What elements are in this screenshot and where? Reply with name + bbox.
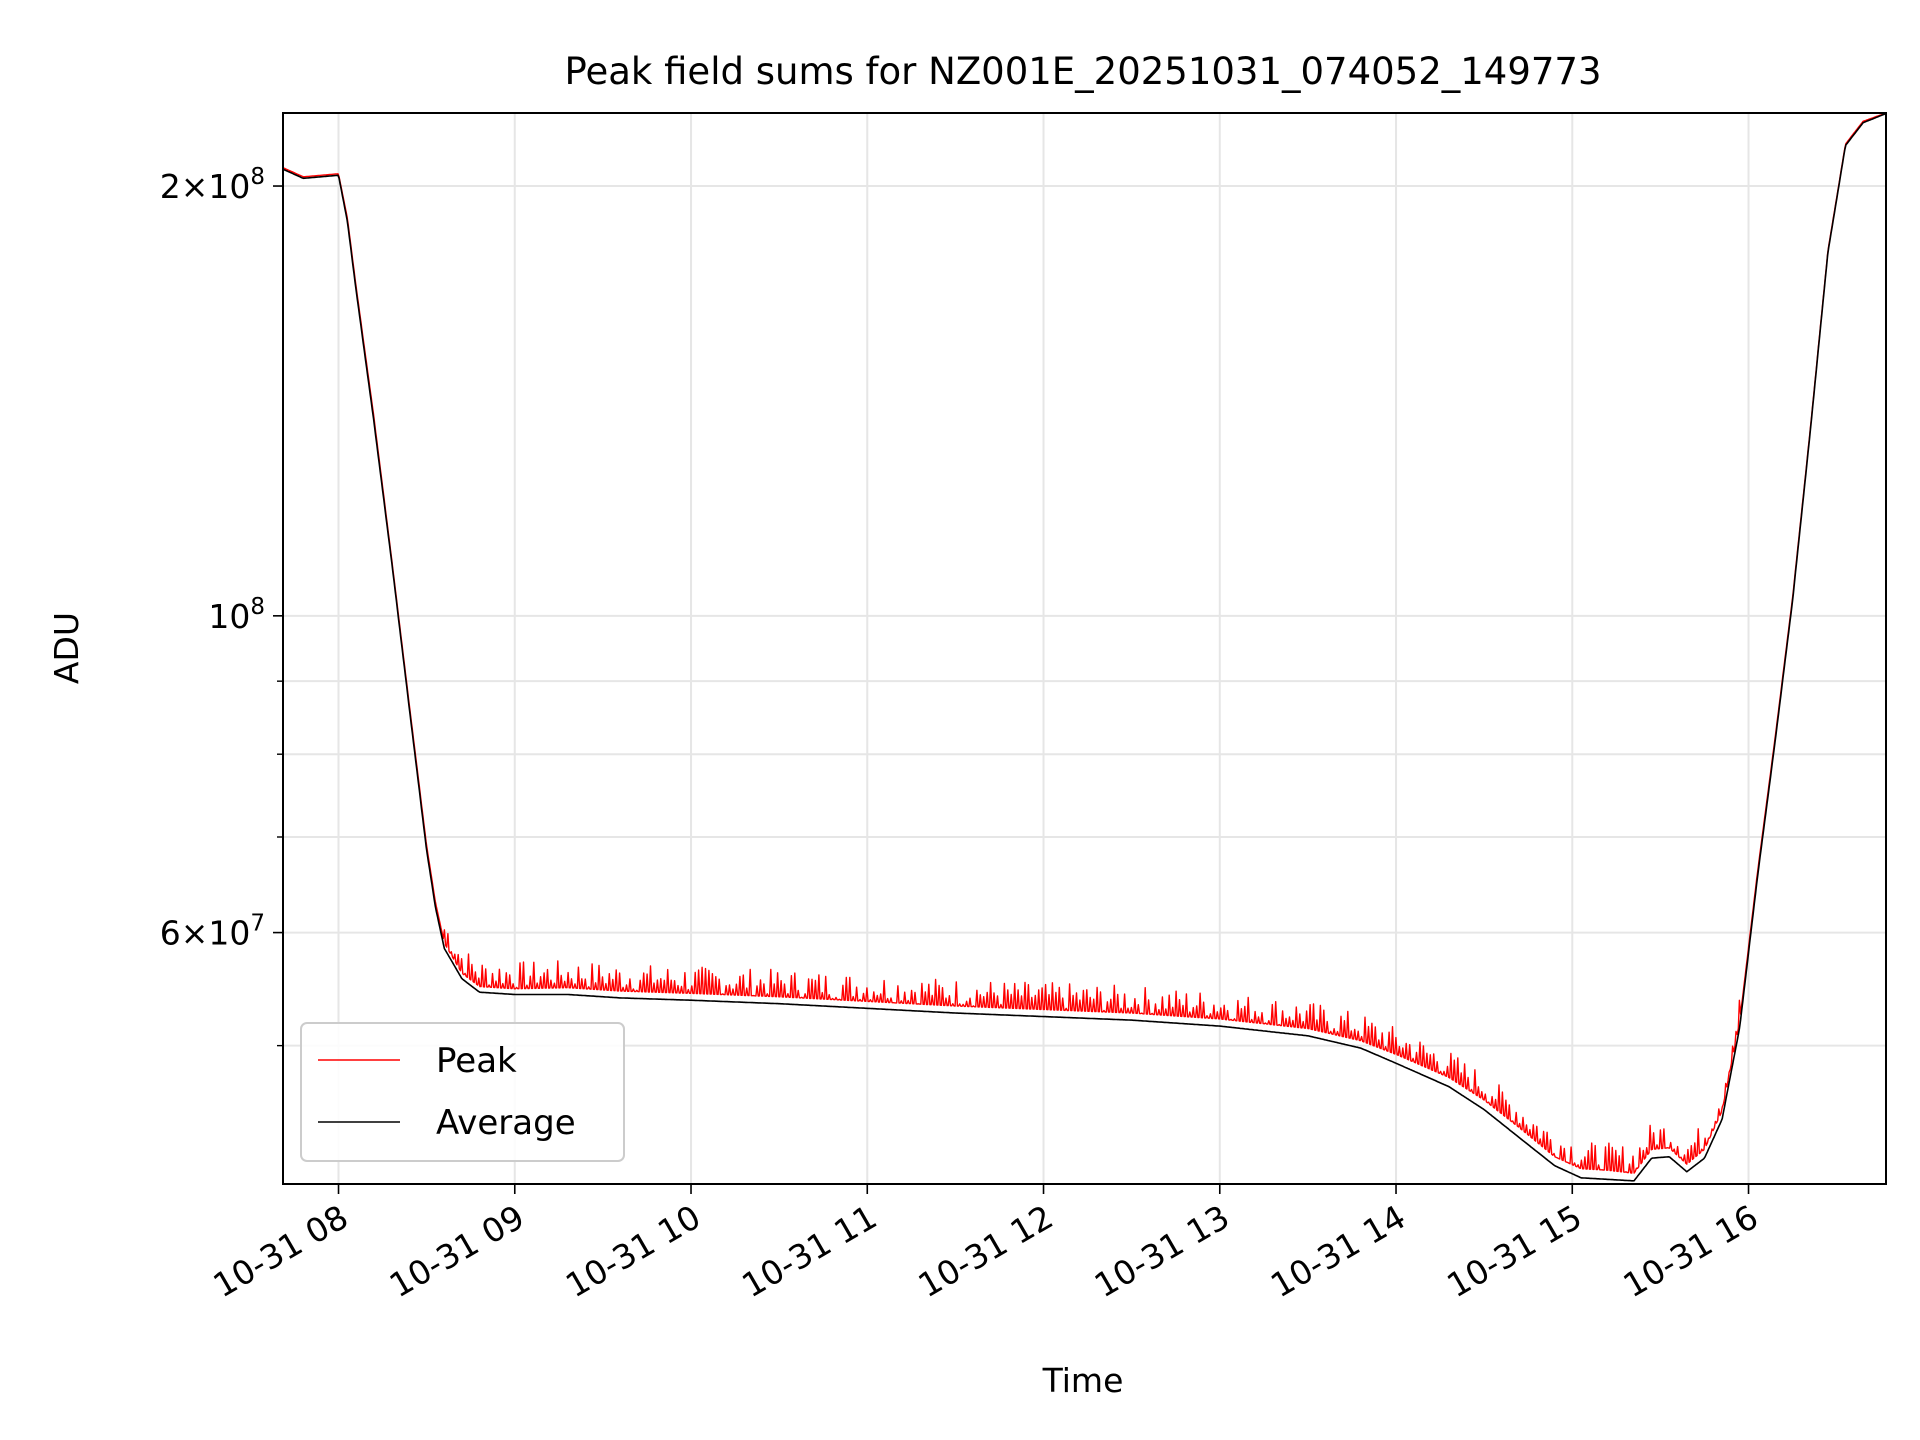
series-average-line bbox=[282, 112, 1887, 1182]
grid bbox=[283, 113, 1886, 1184]
legend: Peak Average bbox=[300, 1022, 625, 1162]
legend-peak-label: Peak bbox=[436, 1041, 517, 1081]
y-axis: 6×107 108 2×108 bbox=[160, 164, 283, 1047]
chart-title: Peak field sums for NZ001E_20251031_0740… bbox=[565, 50, 1602, 93]
legend-average-label: Average bbox=[436, 1103, 576, 1143]
series-peak-line bbox=[282, 112, 1887, 1174]
y-axis-label: ADU bbox=[47, 612, 86, 684]
series-layer bbox=[282, 112, 1887, 1182]
x-axis-label: Time bbox=[1042, 1361, 1124, 1400]
y-tick-label: 6×107 bbox=[160, 911, 265, 953]
y-tick-label: 108 bbox=[208, 594, 265, 636]
y-tick-label: 2×108 bbox=[160, 164, 265, 206]
plot-frame bbox=[282, 112, 1887, 1185]
legend-box bbox=[300, 1022, 625, 1162]
